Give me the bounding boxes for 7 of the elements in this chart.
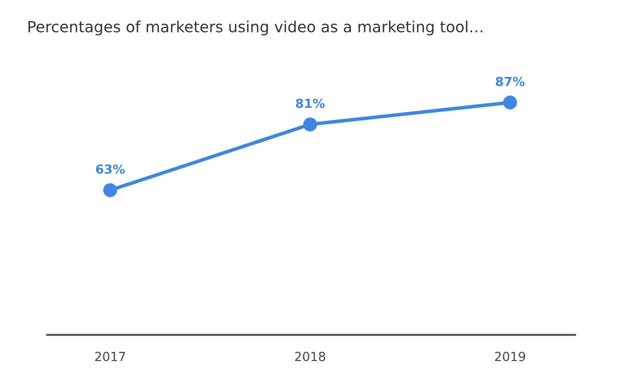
data-label: 63% [96,164,125,174]
x-tick-label: 2017 [95,352,126,362]
data-label: 81% [296,98,325,108]
chart-title: Percentages of marketers using video as a marketing tool… [28,20,482,36]
data-label: 87% [496,76,525,86]
x-tick-label: 2018 [295,352,326,362]
x-tick-label: 2019 [495,352,526,362]
